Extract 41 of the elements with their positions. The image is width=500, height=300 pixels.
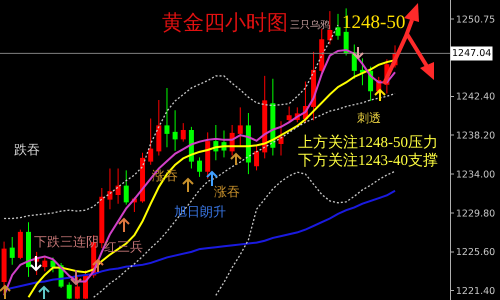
- y-tick-label: 1238.20: [456, 130, 496, 142]
- y-tick-label: 1234.00: [456, 169, 496, 180]
- candlestick: [238, 106, 243, 147]
- candlestick: [66, 282, 72, 300]
- candlestick: [148, 118, 154, 166]
- annotation: 涨吞: [214, 185, 240, 200]
- candlestick: [124, 170, 129, 206]
- annotation: 下方关注1243-40支撑: [298, 152, 438, 169]
- y-tick-label: 1242.40: [456, 92, 496, 103]
- annotation: 三只乌鸦: [290, 19, 330, 31]
- candlestick: [205, 132, 210, 180]
- ref-line-label: 1247.04: [452, 48, 492, 59]
- y-tick-label: 1221.40: [456, 286, 496, 298]
- y-tick-label: 1229.80: [456, 208, 496, 220]
- line-series: [215, 170, 396, 296]
- candlestick: [74, 275, 80, 300]
- candlestick: [180, 122, 186, 142]
- annotation: 跌吞: [14, 143, 40, 158]
- candlestick: [156, 100, 162, 156]
- text: 黄金四小时图: [162, 10, 288, 34]
- candlestick: [278, 120, 284, 156]
- candlestick: [254, 144, 260, 171]
- candlestick: [99, 187, 104, 249]
- annotation: 旭日朗升: [174, 204, 226, 220]
- annotation: 上方关注1248-50压力: [298, 134, 438, 151]
- candlestick: [18, 229, 23, 260]
- candlestick: [116, 168, 121, 204]
- candlestick: [2, 241, 7, 295]
- candlestick: [336, 13, 340, 40]
- candlestick: [360, 58, 365, 86]
- y-tick-label: 1250.75: [456, 14, 496, 26]
- annotation: 刺透: [357, 111, 381, 125]
- candlestick: [164, 87, 170, 148]
- candlestick: [26, 222, 31, 278]
- candlestick: [42, 256, 48, 272]
- y-tick-label: 1225.60: [456, 247, 496, 258]
- candlestick: [286, 106, 292, 124]
- candlestick: [10, 236, 15, 266]
- candlestick: [172, 110, 178, 152]
- candlestick: [197, 156, 202, 178]
- candlestick: [107, 168, 112, 210]
